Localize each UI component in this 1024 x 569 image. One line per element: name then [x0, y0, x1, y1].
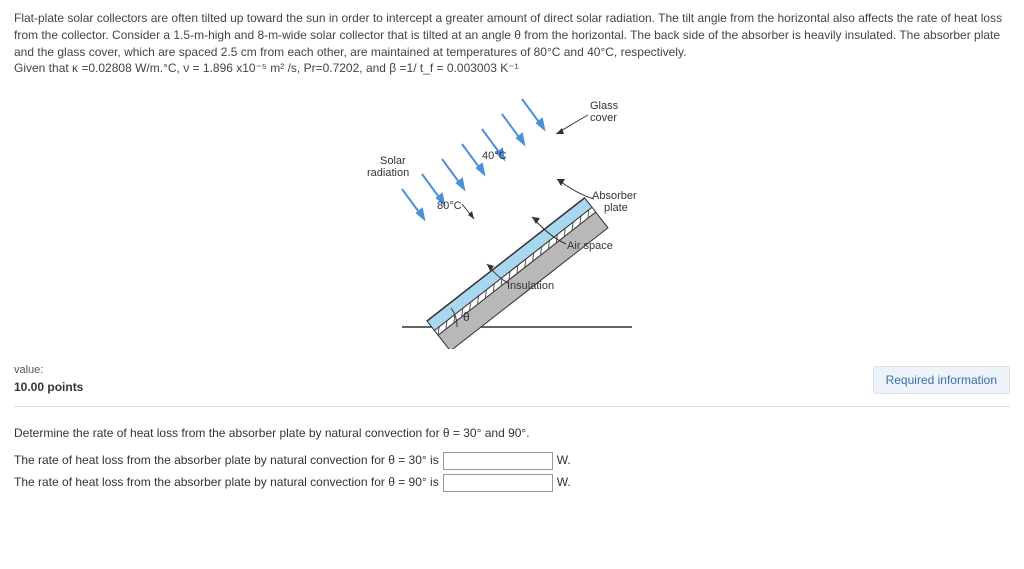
question-block: Determine the rate of heat loss from the… — [14, 425, 1010, 492]
answer-input-30[interactable] — [443, 452, 553, 470]
points-value: 10.00 points — [14, 380, 83, 394]
absorber-plate-label: Absorberplate — [592, 190, 637, 214]
answer-line-90: The rate of heat loss from the absorber … — [14, 474, 1010, 492]
value-label: value: — [14, 364, 43, 376]
air-space-label: Air space — [567, 240, 613, 252]
answer-input-90[interactable] — [443, 474, 553, 492]
question-prompt: Determine the rate of heat loss from the… — [14, 425, 1010, 442]
temp-glass-label: 40°C — [482, 150, 507, 162]
temp-absorber-label: 80°C — [437, 200, 462, 212]
answer2-unit: W. — [557, 474, 571, 491]
value-bar: value: 10.00 points Required information — [14, 355, 1010, 407]
solar-collector-diagram: θ Solarradiation Glasscover 40°C 80°C Ab… — [332, 89, 692, 349]
problem-line2: Given that κ =0.02808 W/m.°C, ν = 1.896 … — [14, 61, 519, 75]
answer1-unit: W. — [557, 452, 571, 469]
answer1-pretext: The rate of heat loss from the absorber … — [14, 452, 439, 469]
points-label: value: 10.00 points — [14, 363, 83, 396]
answer2-pretext: The rate of heat loss from the absorber … — [14, 474, 439, 491]
answer-line-30: The rate of heat loss from the absorber … — [14, 452, 1010, 470]
problem-line1: Flat-plate solar collectors are often ti… — [14, 11, 1002, 59]
insulation-label: Insulation — [507, 280, 554, 292]
glass-cover-label: Glasscover — [590, 100, 619, 124]
theta-label: θ — [463, 310, 470, 324]
required-information-button[interactable]: Required information — [873, 366, 1010, 394]
problem-statement: Flat-plate solar collectors are often ti… — [14, 10, 1010, 77]
solar-radiation-label: Solarradiation — [367, 155, 409, 179]
